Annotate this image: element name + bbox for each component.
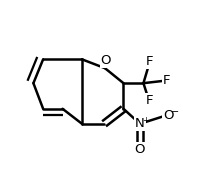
Text: O: O xyxy=(163,109,173,122)
Text: F: F xyxy=(145,94,153,107)
Text: +: + xyxy=(142,116,149,125)
Text: F: F xyxy=(163,74,170,87)
Text: F: F xyxy=(146,55,154,68)
Text: −: − xyxy=(171,107,179,117)
Text: O: O xyxy=(135,143,145,156)
Text: N: N xyxy=(135,117,145,130)
Text: O: O xyxy=(101,54,111,67)
